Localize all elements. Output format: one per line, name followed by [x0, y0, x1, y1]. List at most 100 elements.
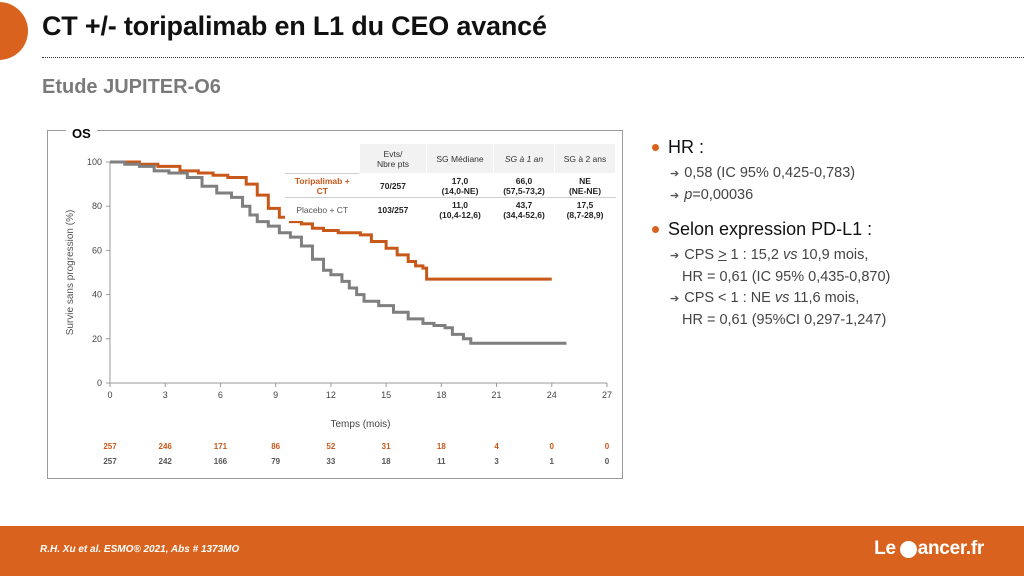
cps2-vs: vs [774, 290, 790, 306]
cps1-hr-line: HR = 0,61 (IC 95% 0,435-0,870) [652, 267, 1012, 288]
hr-value: 0,58 (IC 95% 0,425-0,783) [684, 165, 856, 181]
cps1-text3: 10,9 mois, [797, 247, 869, 263]
y-axis-title: Survie sans progression (%) [65, 210, 76, 336]
at-risk-count: 18 [382, 457, 391, 466]
col-header-1yr: SG à 1 an [493, 143, 555, 174]
at-risk-count: 3 [494, 457, 499, 466]
at-risk-count: 166 [214, 457, 228, 466]
x-tick-label: 9 [273, 390, 278, 400]
p-value: =0,00036 [692, 187, 754, 203]
x-tick-label: 27 [602, 390, 612, 400]
arrow-right-icon: ➔ [670, 293, 680, 305]
at-risk-count: 0 [605, 457, 610, 466]
arrow-right-icon: ➔ [670, 168, 680, 180]
at-risk-count: 257 [103, 442, 117, 451]
at-risk-count: 52 [326, 442, 335, 451]
x-tick-label: 15 [381, 390, 391, 400]
x-tick-label: 0 [107, 390, 112, 400]
table-row-toripalimab: Toripalimab + CT 70/257 17,0 (14,0-NE) 6… [285, 173, 616, 198]
at-risk-count: 33 [326, 457, 335, 466]
title-divider [42, 57, 1024, 58]
at-risk-count: 246 [159, 442, 173, 451]
bullet-icon [652, 144, 659, 151]
hr-heading: HR : [652, 137, 1012, 158]
cps1-line: ➔ CPS > 1 : 15,2 vs 10,9 mois, [652, 245, 1012, 267]
at-risk-count: 0 [550, 442, 555, 451]
at-risk-count: 1 [550, 457, 555, 466]
at-risk-count: 171 [214, 442, 228, 451]
cell-1yr: 43,7 (34,4-52,6) [493, 197, 555, 221]
logo-c-icon [899, 540, 917, 558]
cps2-text2: 11,6 mois, [789, 290, 860, 306]
col-header-events: Evts/ Nbre pts [359, 143, 427, 174]
slide-subtitle: Etude JUPITER-O6 [42, 76, 221, 98]
at-risk-count: 31 [382, 442, 391, 451]
y-tick-label: 80 [92, 201, 102, 211]
cps2-hr: HR = 0,61 (95%CI 0,297-1,247) [682, 312, 887, 328]
at-risk-count: 4 [494, 442, 499, 451]
cps1-hr: HR = 0,61 (IC 95% 0,435-0,870) [682, 269, 891, 285]
cps2-text: CPS < 1 : NE [684, 290, 775, 306]
results-panel: HR : ➔ 0,58 (IC 95% 0,425-0,783) ➔ p=0,000… [652, 137, 1012, 331]
cell-2yr: NE (NE-NE) [554, 173, 616, 198]
bullet-icon [652, 226, 659, 233]
y-tick-label: 40 [92, 290, 102, 300]
slide-title: CT +/- toripalimab en L1 du CEO avancé [42, 11, 547, 41]
x-tick-label: 3 [163, 390, 168, 400]
table-corner [285, 143, 360, 174]
cell-2yr: 17,5 (8,7-28,9) [554, 197, 616, 221]
row-label-placebo: Placebo + CT [285, 197, 360, 221]
logo-rest: ancer.fr [917, 538, 985, 559]
y-tick-label: 60 [92, 245, 102, 255]
cell-median: 17,0 (14,0-NE) [426, 173, 494, 198]
reference-text: R.H. Xu et al. ESMO® 2021, Abs # 1373MO [40, 544, 240, 555]
x-tick-label: 21 [492, 390, 502, 400]
at-risk-count: 86 [271, 442, 280, 451]
at-risk-count: 242 [159, 457, 173, 466]
p-line: ➔ p=0,00036 [652, 185, 1012, 207]
outcomes-table: Evts/ Nbre pts SG Médiane SG à 1 an SG à… [285, 143, 616, 221]
cps1-vs: vs [782, 247, 798, 263]
hr-line: ➔ 0,58 (IC 95% 0,425-0,783) [652, 163, 1012, 185]
x-tick-label: 6 [218, 390, 223, 400]
cps1-text2: 1 : 15,2 [726, 247, 783, 263]
cps2-hr-line: HR = 0,61 (95%CI 0,297-1,247) [652, 310, 1012, 331]
pdl1-title: Selon expression PD-L1 : [668, 219, 873, 239]
km-curve-series-0 [110, 160, 552, 281]
logo-le: Le [874, 538, 896, 559]
chart-title: OS [66, 126, 97, 141]
arrow-right-icon: ➔ [670, 190, 680, 202]
y-tick-label: 20 [92, 334, 102, 344]
arrow-right-icon: ➔ [670, 250, 680, 262]
col-header-median: SG Médiane [426, 143, 494, 174]
cps1-text: CPS [684, 247, 719, 263]
cell-1yr: 66,0 (57,5-73,2) [493, 173, 555, 198]
cps2-line: ➔ CPS < 1 : NE vs 11,6 mois, [652, 288, 1012, 310]
km-curve-series-1 [110, 160, 567, 345]
x-tick-label: 24 [547, 390, 557, 400]
y-tick-label: 0 [97, 378, 102, 388]
footer-bar [0, 526, 1024, 576]
at-risk-count: 11 [437, 457, 446, 466]
cps1-ge: > [718, 247, 727, 263]
cell-events: 70/257 [359, 173, 427, 198]
at-risk-count: 0 [605, 442, 610, 451]
at-risk-count: 18 [437, 442, 446, 451]
cell-events: 103/257 [359, 197, 427, 221]
lecancer-logo: Le ancer.fr [874, 538, 984, 560]
col-header-2yr: SG à 2 ans [554, 143, 616, 174]
y-tick-label: 100 [87, 157, 102, 167]
pdl1-heading: Selon expression PD-L1 : [652, 219, 1012, 240]
table-row-placebo: Placebo + CT 103/257 11,0 (10,4-12,6) 43… [285, 197, 616, 221]
hr-title: HR : [668, 137, 704, 157]
p-label: p [684, 187, 693, 203]
cell-median: 11,0 (10,4-12,6) [426, 197, 494, 221]
x-axis-title: Temps (mois) [330, 419, 390, 430]
x-tick-label: 18 [436, 390, 446, 400]
at-risk-count: 257 [103, 457, 117, 466]
at-risk-count: 79 [271, 457, 280, 466]
chart-frame [47, 130, 623, 479]
x-tick-label: 12 [326, 390, 336, 400]
table-header-row: Evts/ Nbre pts SG Médiane SG à 1 an SG à… [285, 143, 616, 174]
